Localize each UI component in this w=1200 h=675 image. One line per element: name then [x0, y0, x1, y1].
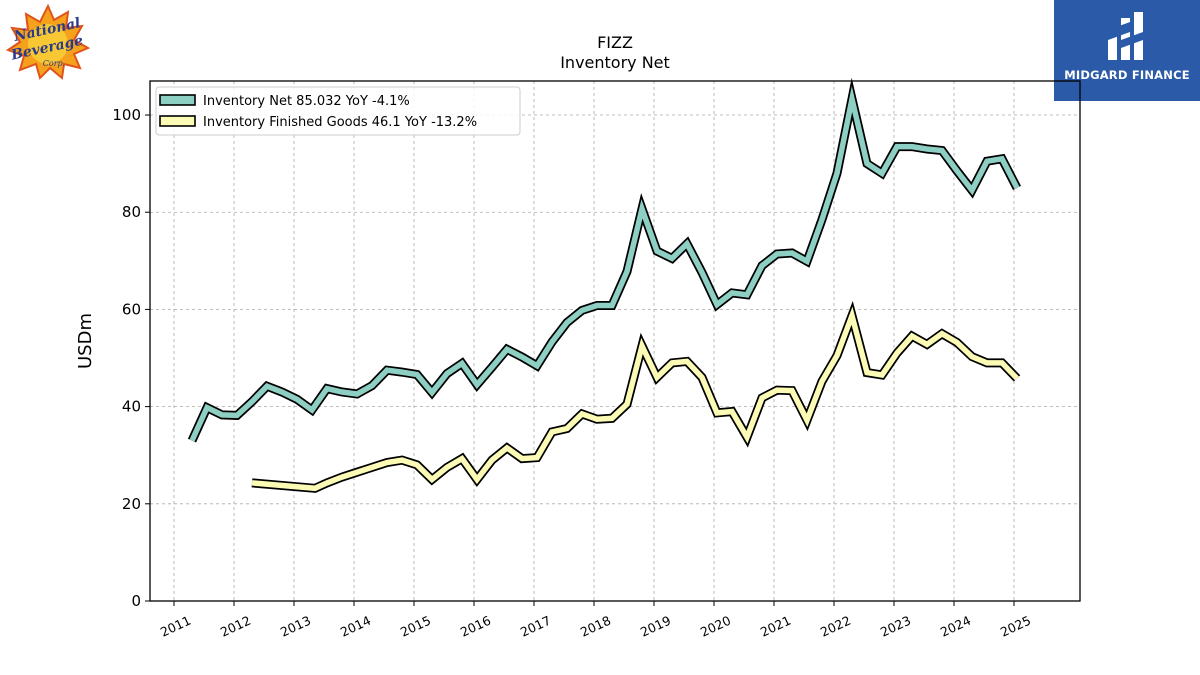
series-2-outline	[251, 300, 1021, 493]
legend-swatch	[159, 94, 196, 106]
x-tick-label: 2013	[278, 613, 313, 640]
series-2-line	[251, 306, 1019, 492]
y-tick-label: 80	[122, 203, 141, 221]
x-tick-label: 2020	[698, 613, 733, 640]
x-tick-label: 2025	[998, 613, 1033, 640]
national-beverage-logo: National Beverage Corp.	[4, 3, 92, 80]
x-tick-label: 2012	[218, 613, 253, 640]
series-lines	[187, 77, 1021, 493]
chart-title: FIZZ	[597, 33, 633, 52]
x-tick-label: 2018	[578, 613, 613, 640]
x-tick-label: 2022	[818, 613, 853, 640]
series-2	[251, 300, 1021, 493]
chart-subtitle: Inventory Net	[560, 53, 670, 72]
y-tick-label: 40	[122, 398, 141, 416]
x-tick-label: 2024	[938, 613, 973, 640]
midgard-finance-label: MIDGARD FINANCE	[1064, 68, 1190, 82]
x-tick-label: 2023	[878, 613, 913, 640]
svg-text:Corp.: Corp.	[43, 59, 65, 68]
x-tick-label: 2017	[518, 613, 553, 640]
y-tick-label: 20	[122, 495, 141, 513]
midgard-mark-icon	[1108, 12, 1143, 60]
x-tick-label: 2014	[338, 613, 373, 640]
legend-swatch	[159, 115, 196, 127]
y-tick-label: 100	[112, 106, 141, 124]
x-tick-label: 2011	[158, 613, 193, 640]
x-tick-label: 2021	[758, 613, 793, 640]
series-1	[187, 77, 1021, 443]
axis-ticks: 0 20 40 60 80 100 2011 2012 2013 2014 2015 2016 2017…	[112, 106, 1033, 640]
y-tick-label: 60	[122, 300, 141, 318]
legend-box	[155, 86, 521, 136]
x-tick-label: 2016	[458, 613, 493, 640]
grid-lines	[150, 81, 1080, 602]
legend: Inventory Net 85.032 YoY -4.1% Inventory …	[155, 86, 521, 136]
y-tick-label: 0	[131, 592, 141, 610]
midgard-finance-logo: MIDGARD FINANCE	[1054, 0, 1200, 101]
x-tick-label: 2019	[638, 613, 673, 640]
series-1-line	[189, 86, 1020, 442]
x-tick-label: 2015	[398, 613, 433, 640]
plot-frame	[149, 80, 1081, 602]
legend-label: Inventory Net 85.032 YoY -4.1%	[203, 94, 410, 109]
y-axis-label: USDm	[75, 313, 96, 369]
legend-label: Inventory Finished Goods 46.1 YoY -13.2%	[203, 115, 477, 130]
